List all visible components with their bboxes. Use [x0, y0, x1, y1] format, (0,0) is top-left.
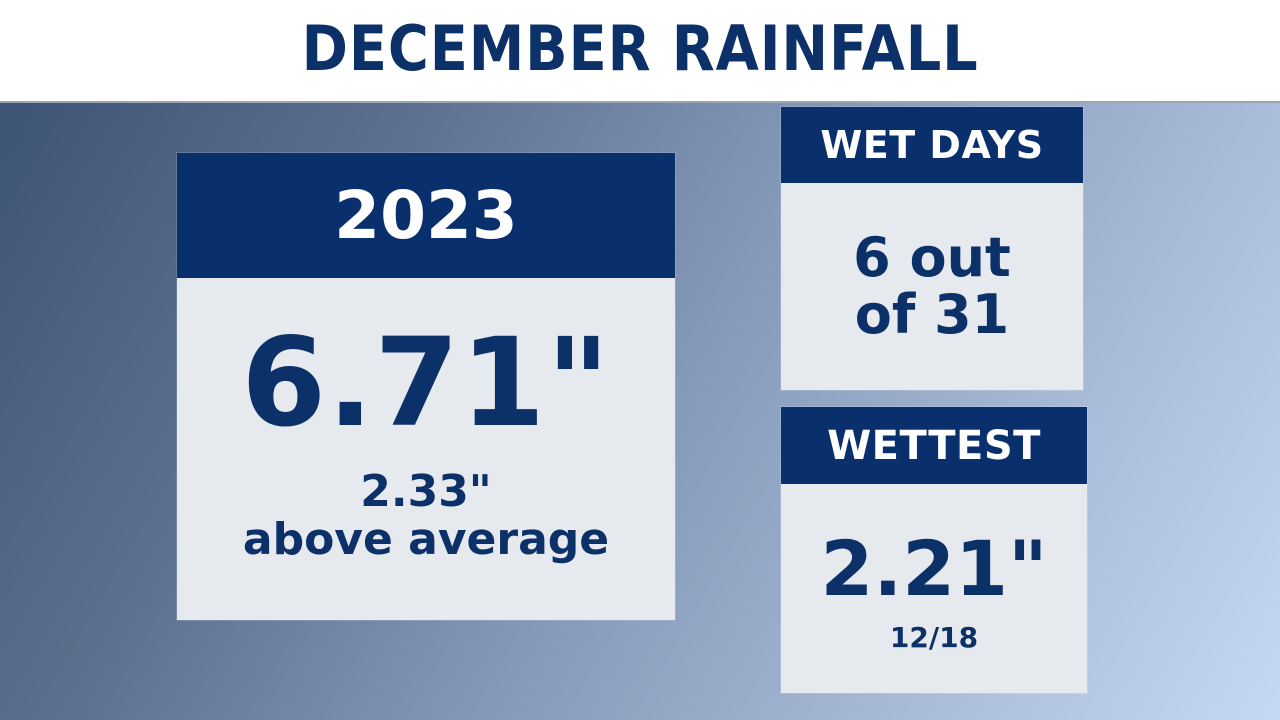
- wettest-day-card: WETTEST 2.21" 12/18: [781, 407, 1087, 693]
- wet-days-total: of 31: [854, 282, 1010, 346]
- page-title: DECEMBER RAINFALL: [301, 12, 979, 85]
- departure-value: 2.33": [360, 466, 492, 518]
- wet-days-count: 6 out: [853, 225, 1011, 289]
- wettest-body: 2.21" 12/18: [781, 484, 1087, 693]
- monthly-total-body: 6.71" 2.33" above average: [177, 278, 675, 620]
- wet-days-card: WET DAYS 6 out of 31: [781, 107, 1083, 390]
- departure-label: above average: [242, 514, 610, 565]
- wettest-header: WETTEST: [781, 407, 1087, 484]
- departure-text: 2.33" above average: [243, 468, 609, 563]
- wettest-date: 12/18: [889, 621, 979, 654]
- title-bar: DECEMBER RAINFALL: [0, 0, 1280, 101]
- wet-days-body: 6 out of 31: [781, 183, 1083, 390]
- wettest-amount: 2.21": [820, 524, 1048, 613]
- wet-days-header: WET DAYS: [781, 107, 1083, 183]
- total-rainfall-value: 6.71": [241, 312, 611, 455]
- monthly-total-card: 2023 6.71" 2.33" above average: [177, 153, 675, 620]
- year-header: 2023: [177, 153, 675, 278]
